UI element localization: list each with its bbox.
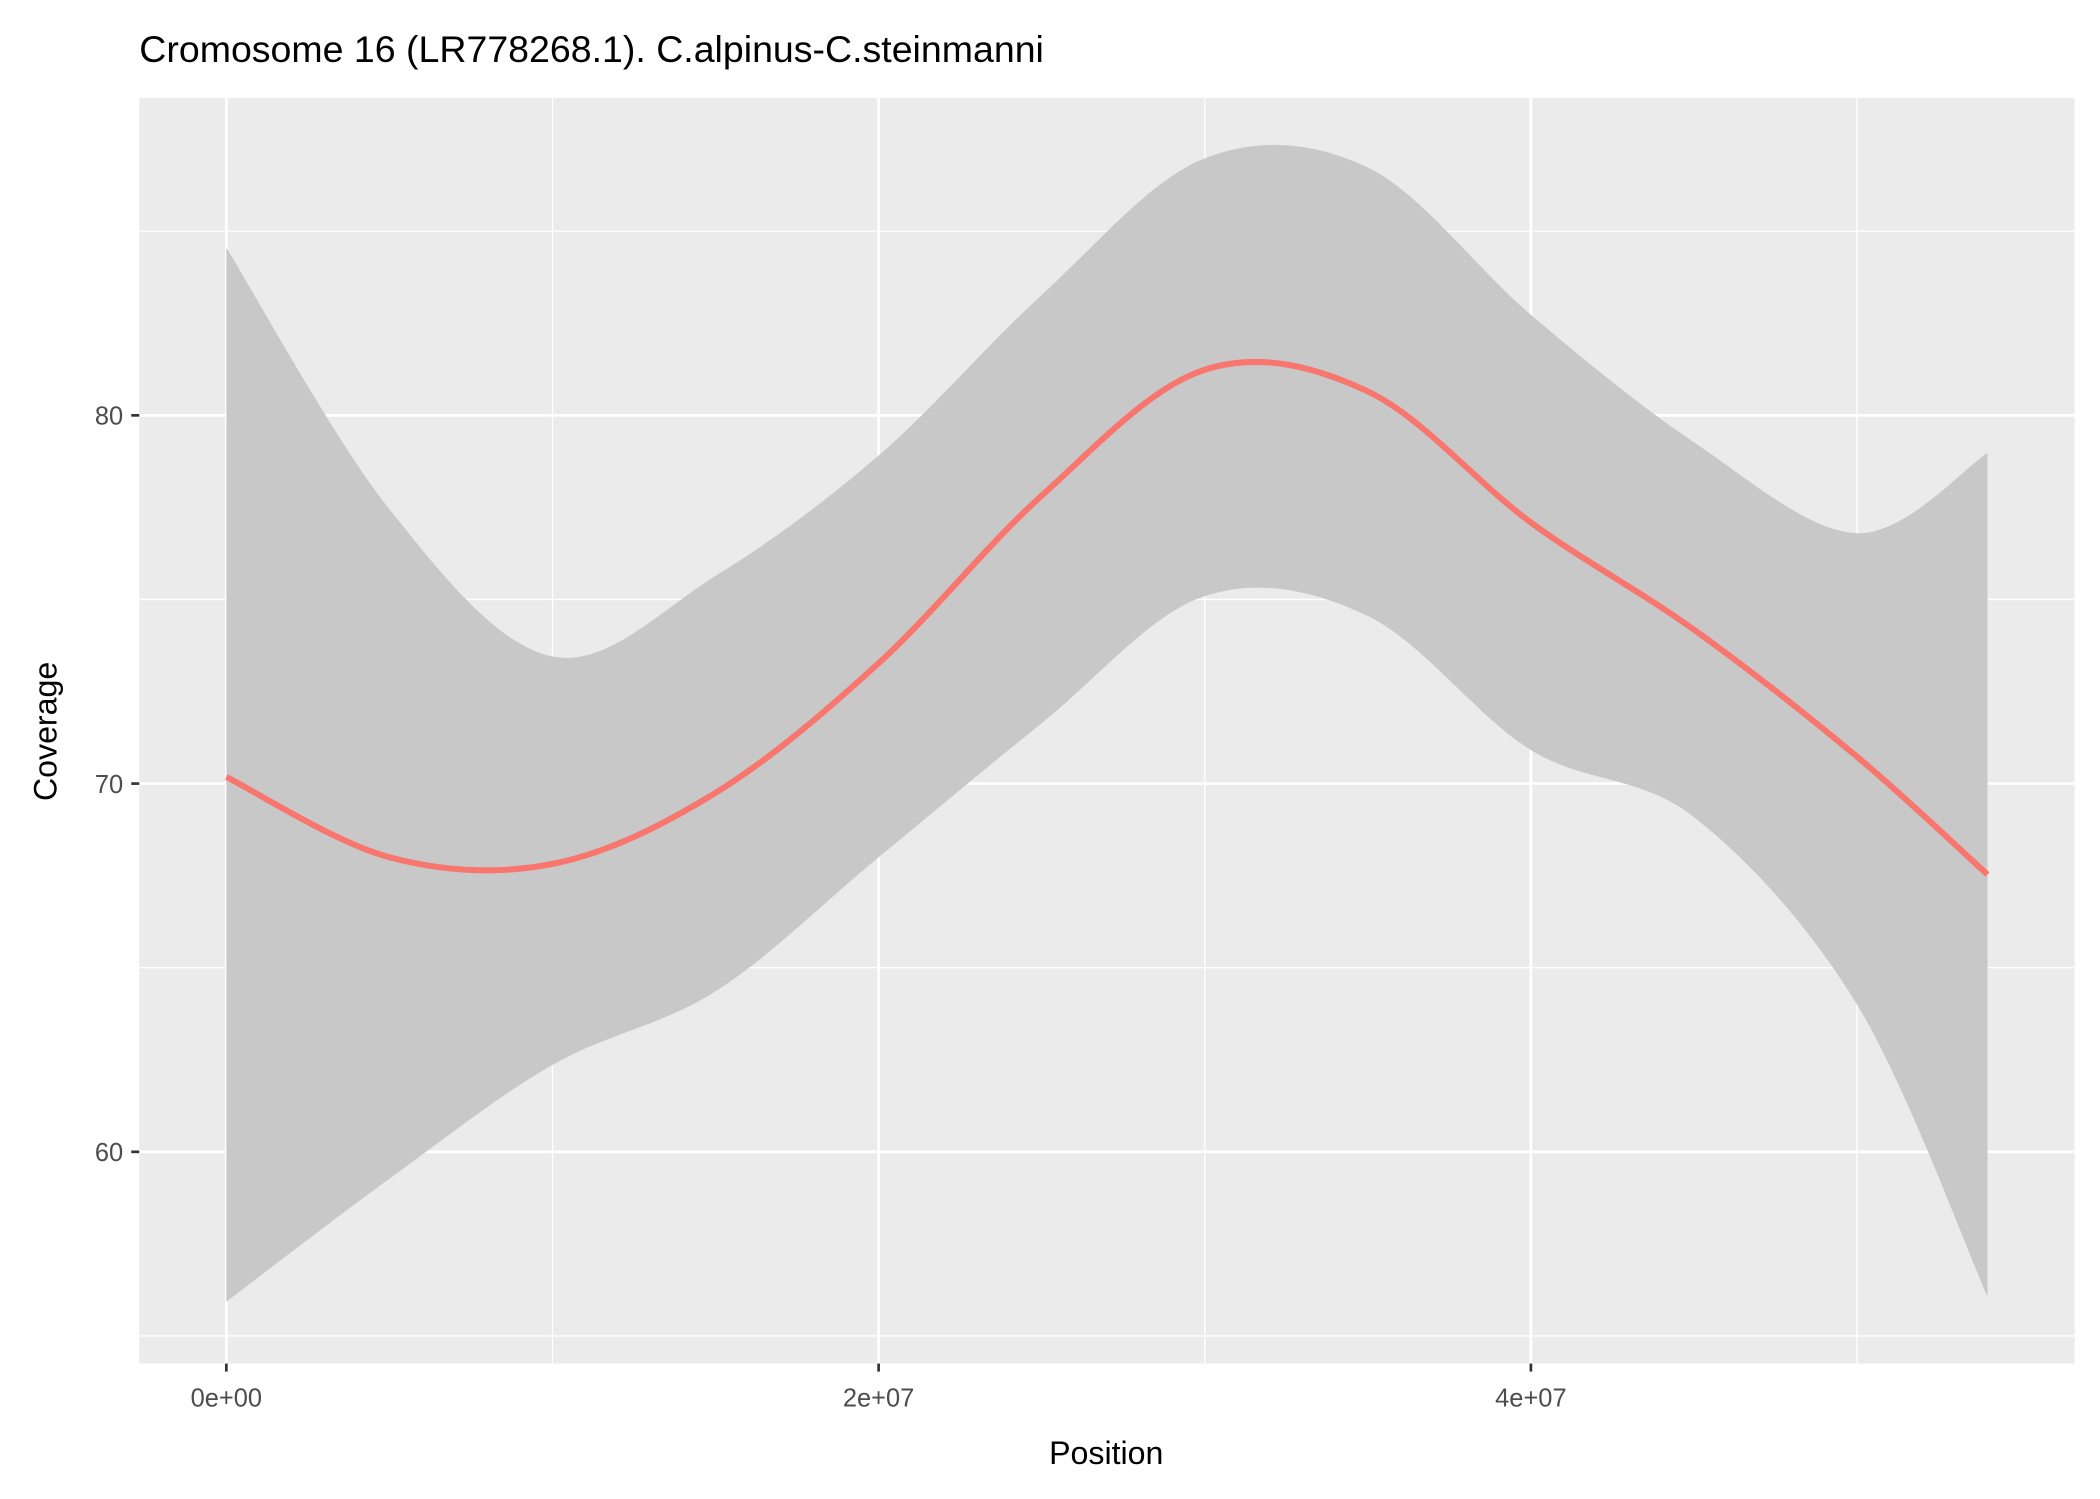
x-tick-label: 2e+07 <box>843 1384 914 1412</box>
y-axis-title: Coverage <box>27 662 63 801</box>
x-axis-title: Position <box>1049 1435 1163 1471</box>
chart-title: Cromosome 16 (LR778268.1). C.alpinus-C.s… <box>139 28 1044 70</box>
y-tick-label: 60 <box>95 1139 123 1167</box>
y-tick-label: 70 <box>95 771 123 799</box>
trend-line <box>225 358 1990 877</box>
y-tick-label: 80 <box>95 403 123 431</box>
confidence-band <box>226 144 1988 1302</box>
x-tick-label: 0e+00 <box>191 1384 262 1412</box>
x-tick-label: 4e+07 <box>1495 1384 1566 1412</box>
